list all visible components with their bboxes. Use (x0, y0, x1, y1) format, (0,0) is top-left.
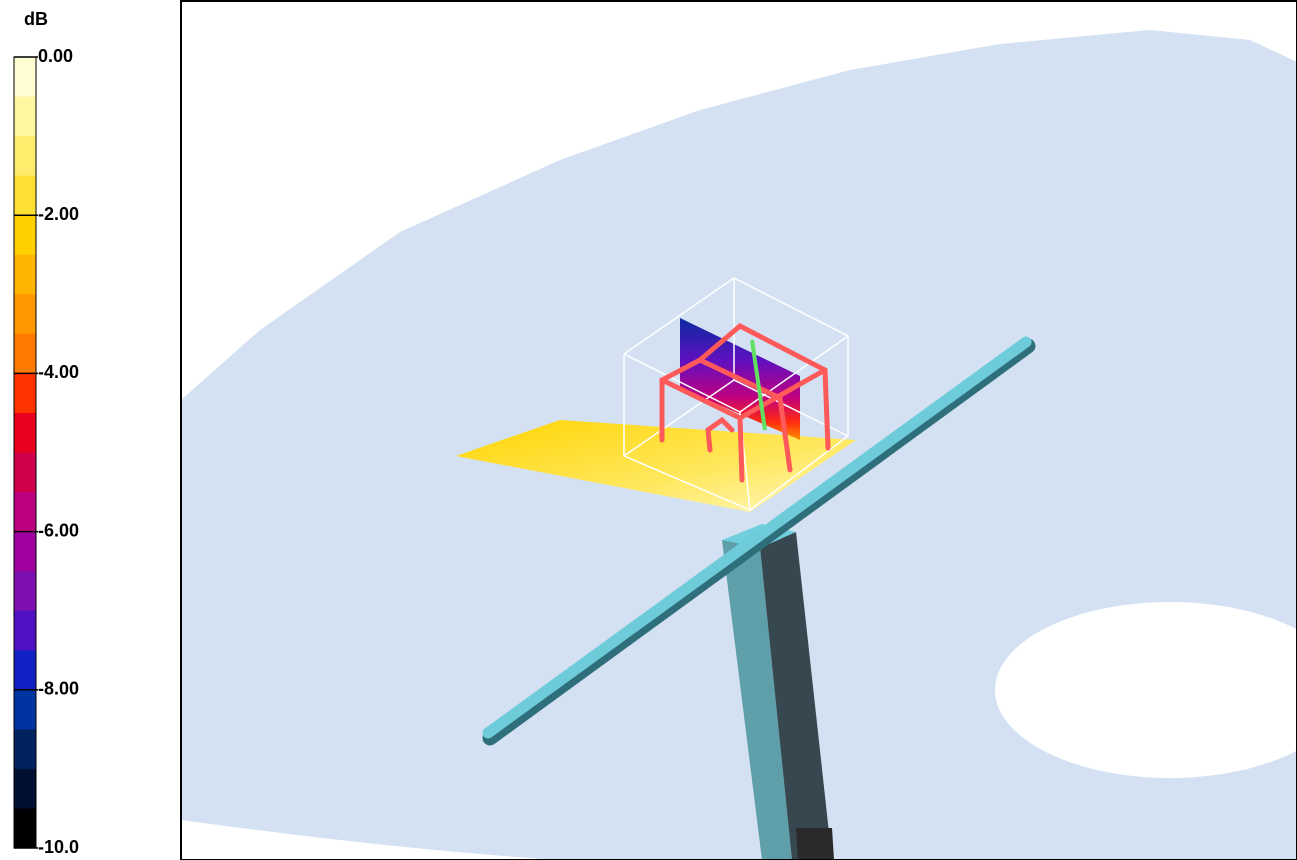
color-band (14, 531, 36, 572)
tick-label: -6.00 (38, 520, 79, 540)
tick-label: -4.00 (38, 362, 79, 382)
color-band (14, 373, 36, 414)
post-face (722, 540, 792, 860)
color-band (14, 333, 36, 374)
color-band (14, 610, 36, 651)
color-band (14, 729, 36, 770)
color-band (14, 650, 36, 691)
rod (482, 336, 1032, 739)
color-band (14, 254, 36, 295)
floor-field (456, 420, 856, 512)
color-band (14, 215, 36, 256)
color-band (14, 492, 36, 533)
color-band (14, 571, 36, 612)
color-band (14, 452, 36, 493)
color-band (14, 96, 36, 137)
tick-label: -10.0 (38, 837, 79, 857)
color-band (14, 294, 36, 335)
surface-cutout (995, 602, 1297, 778)
color-band (14, 175, 36, 216)
tick-label: -2.00 (38, 204, 79, 224)
frame (659, 323, 831, 483)
viewport-border (180, 0, 1297, 860)
post-shadow (760, 532, 832, 860)
viewport (180, 0, 1297, 860)
tick-label: -8.00 (38, 679, 79, 699)
probe-line (750, 339, 767, 431)
unit-label: dB (24, 9, 48, 29)
surface-edge (181, 820, 560, 860)
color-band (14, 412, 36, 453)
color-band (14, 57, 36, 98)
tick-label: 0.00 (38, 46, 73, 66)
post-base (796, 828, 834, 860)
color-band (14, 808, 36, 849)
color-band (14, 689, 36, 730)
color-band (14, 136, 36, 177)
color-band (14, 768, 36, 809)
color-bar: dB 0.00 -2.00 -4.00 -6.00 -8.00 -10.0 (13, 9, 79, 857)
